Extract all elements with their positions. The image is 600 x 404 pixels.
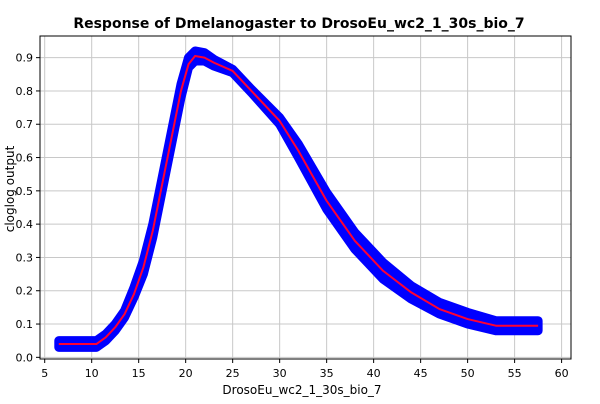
line-layer [58,54,539,346]
y-tick-label: 0.7 [16,118,34,131]
tick-label-layer: 5 10 15 20 25 30 35 40 45 50 55 60 0.0 0.1 0.2 0.3 0.4 0.… [16,52,569,380]
x-tick-label: 45 [414,367,428,380]
axis-layer [36,35,572,363]
response-curve [58,54,539,346]
x-tick-label: 40 [367,367,381,380]
y-tick-label: 0.2 [16,285,34,298]
x-tick-label: 25 [226,367,240,380]
x-tick-label: 20 [179,367,193,380]
y-tick-label: 0.9 [16,52,34,65]
x-tick-label: 5 [41,367,48,380]
x-tick-label: 50 [461,367,475,380]
x-tick-label: 10 [85,367,99,380]
x-axis-label: DrosoEu_wc2_1_30s_bio_7 [222,383,381,397]
y-axis-label: cloglog output [3,145,17,232]
x-tick-label: 35 [320,367,334,380]
band-layer [54,46,543,352]
y-tick-label: 0.4 [16,218,34,231]
plot-frame [39,35,572,360]
x-tick-label: 60 [555,367,569,380]
chart-title: Response of Dmelanogaster to DrosoEu_wc2… [73,16,524,32]
x-tick-label: 55 [508,367,522,380]
x-tick-label: 30 [273,367,287,380]
y-tick-label: 0.3 [16,251,34,264]
y-tick-label: 0.8 [16,85,34,98]
x-tick-label: 15 [132,367,146,380]
y-tick-label: 0.5 [16,185,34,198]
confidence-band [54,46,543,352]
y-tick-label: 0.0 [16,351,34,364]
y-tick-label: 0.1 [16,318,34,331]
y-tick-label: 0.6 [16,152,34,165]
